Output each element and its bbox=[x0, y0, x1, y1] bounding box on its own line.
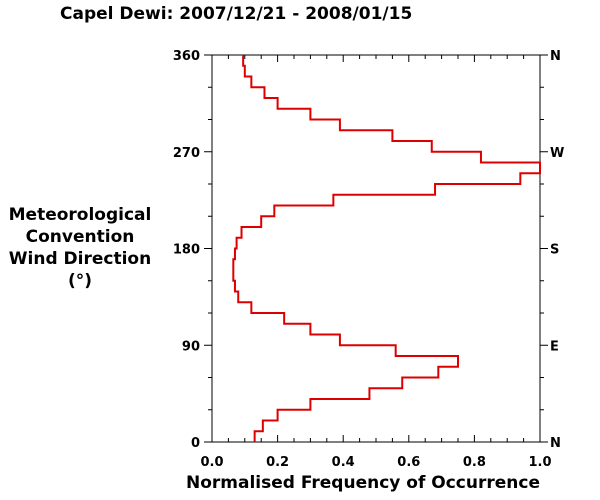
chart-title: Capel Dewi: 2007/12/21 - 2008/01/15 bbox=[60, 4, 413, 24]
y-tick-label: 0 bbox=[191, 436, 200, 451]
plot-frame bbox=[211, 54, 541, 443]
x-tick-label: 0.4 bbox=[332, 455, 355, 470]
y-tick-label: 360 bbox=[173, 49, 200, 64]
x-tick-label: 0.6 bbox=[397, 455, 420, 470]
y-axis-label: Meteorological Convention Wind Direction… bbox=[0, 204, 160, 292]
y-axis-label-line-4: (°) bbox=[67, 271, 93, 291]
y-axis-label-line-2: Convention bbox=[25, 227, 135, 247]
y2-tick-label: S bbox=[550, 243, 559, 258]
y-tick-label: 90 bbox=[182, 339, 200, 354]
y2-tick-label: E bbox=[550, 339, 559, 354]
y2-tick-label: N bbox=[550, 436, 561, 451]
y2-tick-label: W bbox=[550, 146, 564, 161]
x-tick-label: 0.2 bbox=[266, 455, 289, 470]
frequency-series-line bbox=[232, 55, 541, 442]
x-axis-label: Normalised Frequency of Occurrence bbox=[186, 473, 540, 493]
y-axis-label-line-3: Wind Direction bbox=[8, 249, 152, 269]
x-tick-label: 0.8 bbox=[463, 455, 486, 470]
y2-tick-label: N bbox=[550, 49, 561, 64]
y-tick-label: 270 bbox=[173, 146, 200, 161]
x-tick-label: 0.0 bbox=[200, 455, 223, 470]
x-tick-label: 1.0 bbox=[528, 455, 551, 470]
y-tick-label: 180 bbox=[173, 243, 200, 258]
y-axis-label-line-1: Meteorological bbox=[8, 205, 152, 225]
